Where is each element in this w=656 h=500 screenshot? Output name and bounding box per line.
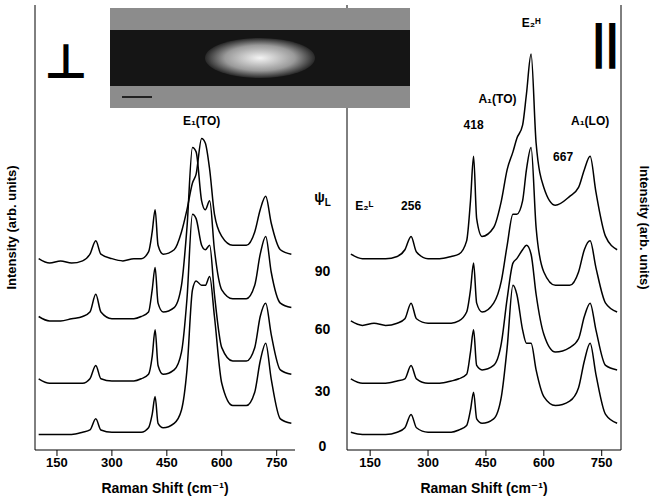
svg-text:600: 600 bbox=[533, 455, 555, 470]
svg-text:750: 750 bbox=[266, 455, 288, 470]
svg-text:150: 150 bbox=[46, 455, 68, 470]
svg-text:E₂ᴸ: E₂ᴸ bbox=[355, 199, 373, 213]
svg-text:E₁(TO): E₁(TO) bbox=[183, 114, 220, 128]
html-text:90: 90 bbox=[314, 262, 331, 279]
svg-text:667: 667 bbox=[553, 150, 573, 164]
svg-text:300: 300 bbox=[101, 455, 123, 470]
svg-text:150: 150 bbox=[359, 455, 381, 470]
html-text:ψL: ψL bbox=[314, 188, 331, 208]
svg-text:750: 750 bbox=[591, 455, 613, 470]
svg-text:A₁(TO): A₁(TO) bbox=[478, 92, 516, 106]
html-text:30: 30 bbox=[314, 382, 331, 399]
svg-text:A₁(LO): A₁(LO) bbox=[571, 114, 609, 128]
svg-text:Intensity (arb. units): Intensity (arb. units) bbox=[4, 165, 19, 289]
svg-text:600: 600 bbox=[211, 455, 233, 470]
svg-text:Raman Shift (cm⁻¹): Raman Shift (cm⁻¹) bbox=[420, 480, 547, 496]
svg-text:Intensity (arb. units): Intensity (arb. units) bbox=[637, 165, 652, 289]
svg-text:450: 450 bbox=[156, 455, 178, 470]
html-text:60: 60 bbox=[314, 320, 331, 337]
html-text:0: 0 bbox=[318, 438, 327, 455]
svg-text:Raman Shift (cm⁻¹): Raman Shift (cm⁻¹) bbox=[101, 480, 228, 496]
svg-text:450: 450 bbox=[475, 455, 497, 470]
svg-text:418: 418 bbox=[464, 118, 484, 132]
svg-text:E₂ᴴ: E₂ᴴ bbox=[522, 16, 541, 30]
svg-text:300: 300 bbox=[417, 455, 439, 470]
svg-text:256: 256 bbox=[401, 199, 421, 213]
